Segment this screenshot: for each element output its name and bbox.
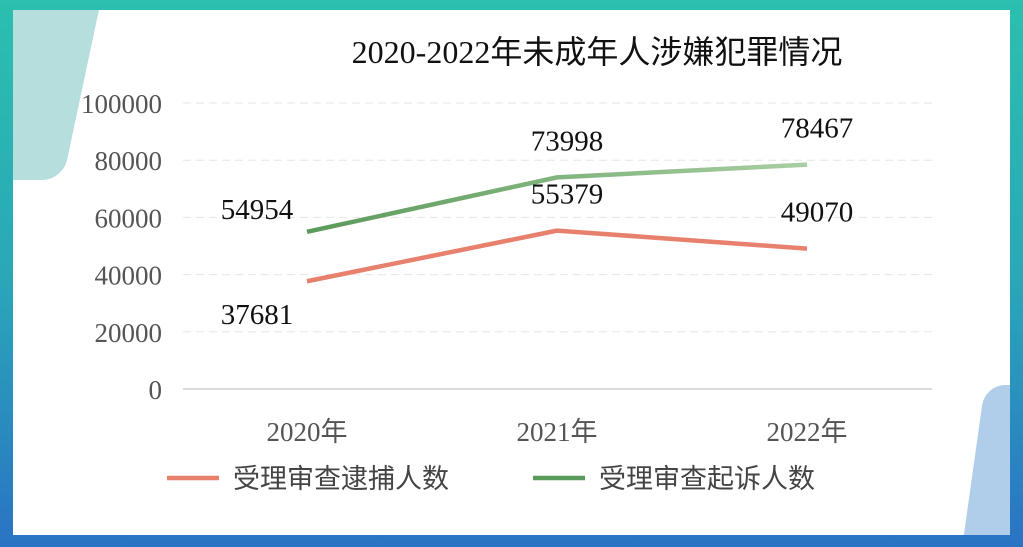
data-label: 73998 — [531, 125, 604, 157]
series-line-1 — [306, 228, 808, 284]
y-tick-label: 20000 — [95, 318, 163, 348]
x-tick-label: 2022年 — [767, 417, 848, 447]
y-tick-label: 100000 — [81, 89, 162, 119]
data-label: 55379 — [531, 179, 604, 211]
legend-label: 受理审查逮捕人数 — [233, 464, 449, 494]
x-tick-label: 2020年 — [267, 417, 348, 447]
data-label: 54954 — [221, 194, 294, 226]
chart-card — [13, 10, 1010, 535]
data-label: 37681 — [221, 299, 294, 331]
series-line-2 — [306, 162, 808, 235]
y-tick-label: 80000 — [95, 146, 163, 176]
y-tick-label: 40000 — [95, 261, 163, 291]
chart-title: 2020-2022年未成年人涉嫌犯罪情况 — [352, 34, 843, 70]
data-label: 78467 — [781, 113, 854, 145]
legend-label: 受理审查起诉人数 — [599, 464, 815, 494]
x-tick-label: 2021年 — [517, 417, 598, 447]
y-tick-label: 60000 — [95, 203, 163, 233]
y-tick-label: 0 — [149, 375, 163, 405]
data-label: 49070 — [781, 197, 854, 229]
